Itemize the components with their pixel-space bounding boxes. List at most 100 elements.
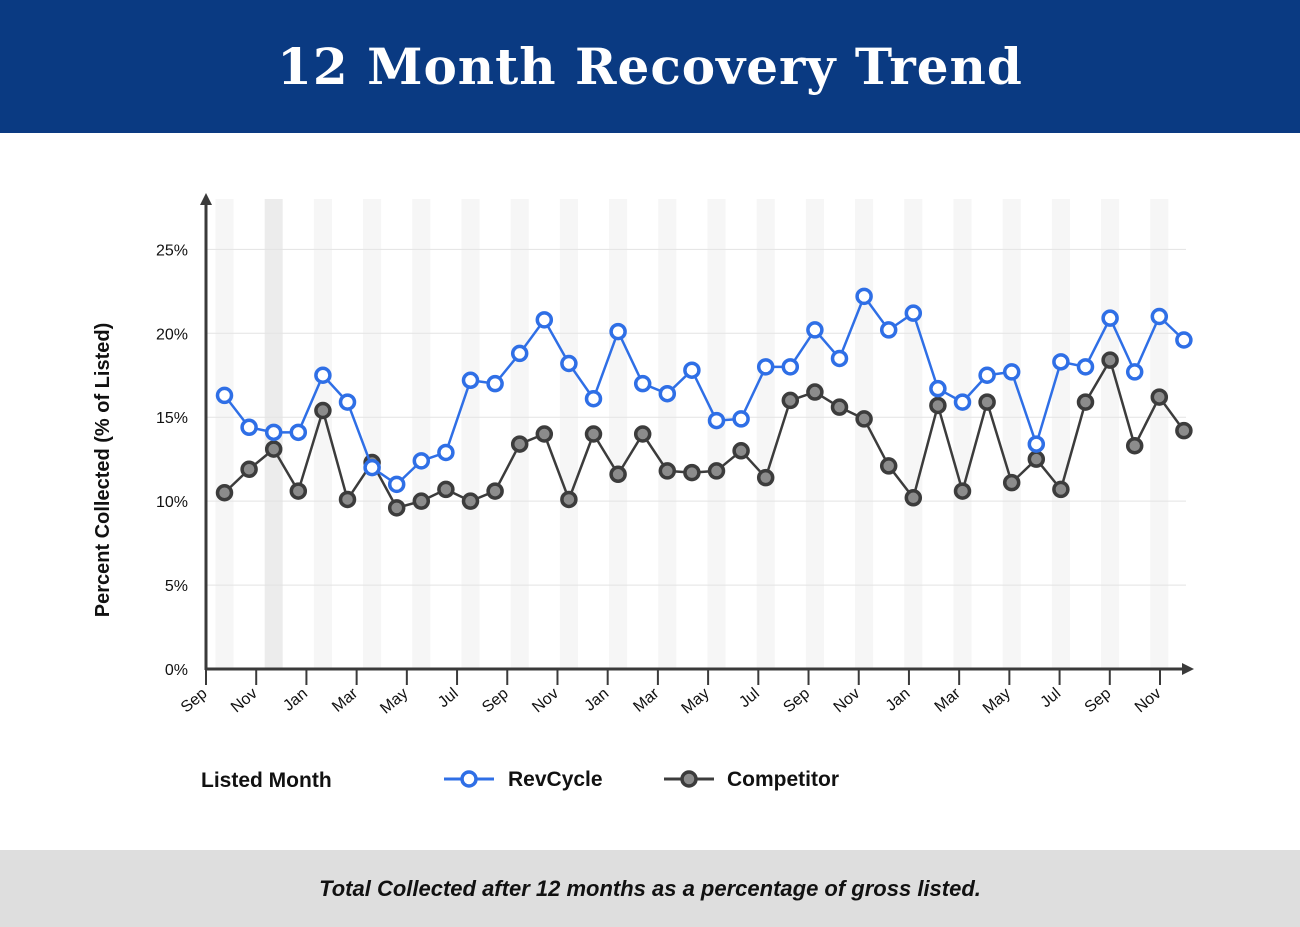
column-band	[1150, 199, 1169, 669]
data-point-revcycle	[264, 423, 283, 442]
legend-marker-competitor	[680, 770, 698, 788]
column-band	[1101, 199, 1120, 669]
x-tick-label: Sep	[780, 685, 813, 716]
x-tick-label: Jan	[582, 685, 613, 715]
data-point-revcycle	[1076, 358, 1095, 376]
data-point-competitor	[461, 492, 480, 510]
y-tick-label: 20%	[156, 326, 188, 343]
data-point-revcycle	[879, 321, 898, 339]
data-point-revcycle	[1027, 435, 1046, 453]
data-point-revcycle	[1101, 309, 1119, 327]
data-point-competitor	[781, 391, 800, 410]
data-point-revcycle	[1150, 307, 1169, 326]
data-point-competitor	[584, 425, 603, 443]
data-point-competitor	[978, 393, 996, 411]
column-bands	[215, 199, 1169, 669]
data-point-revcycle	[486, 374, 504, 393]
data-point-revcycle	[387, 475, 406, 494]
series-revcycle	[215, 287, 1193, 494]
chart-caption: Total Collected after 12 months as a per…	[319, 875, 981, 901]
data-point-revcycle	[215, 386, 234, 405]
data-point-competitor	[855, 410, 873, 428]
column-band	[363, 199, 382, 669]
data-point-revcycle	[560, 354, 578, 373]
y-axis-title: Percent Collected (% of Listed)	[92, 323, 114, 618]
series-competitor	[215, 351, 1193, 517]
data-point-revcycle	[683, 361, 701, 379]
data-point-competitor	[732, 442, 750, 460]
data-point-competitor	[510, 435, 529, 453]
data-point-revcycle	[314, 366, 332, 384]
x-tick-label: Mar	[329, 685, 362, 716]
x-tick-label: Jul	[736, 685, 763, 711]
x-tick-label: Jan	[280, 685, 311, 715]
data-point-revcycle	[535, 311, 554, 329]
data-point-revcycle	[437, 443, 455, 462]
data-point-competitor	[756, 468, 775, 487]
x-tick-label: Sep	[1082, 685, 1115, 716]
data-point-competitor	[412, 492, 431, 510]
y-tick-label: 15%	[156, 410, 188, 427]
page-title: 12 Month Recovery Trend	[277, 37, 1023, 96]
x-tick-label: Sep	[479, 685, 512, 716]
data-point-competitor	[904, 489, 923, 507]
data-point-competitor	[953, 482, 972, 500]
legend-label-revcycle: RevCycle	[508, 768, 603, 791]
column-band	[313, 199, 332, 669]
legend: Listed Month RevCycle Competitor	[201, 768, 839, 792]
data-point-competitor	[830, 398, 849, 416]
y-tick-label: 5%	[165, 578, 188, 595]
data-point-revcycle	[756, 358, 775, 376]
data-point-revcycle	[1125, 363, 1144, 381]
data-point-competitor	[633, 425, 652, 443]
column-band	[756, 199, 775, 669]
column-band	[1002, 199, 1021, 669]
data-point-revcycle	[1002, 363, 1021, 381]
data-point-revcycle	[830, 349, 849, 368]
column-band	[609, 199, 628, 669]
data-point-competitor	[535, 425, 554, 443]
data-point-competitor	[879, 457, 898, 475]
data-point-revcycle	[806, 321, 824, 339]
data-point-competitor	[683, 463, 701, 482]
data-point-competitor	[264, 440, 283, 458]
series-line-revcycle	[223, 295, 1185, 486]
gridlines	[206, 248, 1186, 586]
axes	[200, 193, 1194, 675]
title-banner: 12 Month Recovery Trend	[0, 0, 1300, 133]
data-point-revcycle	[609, 322, 627, 341]
x-tick-label: Mar	[630, 685, 663, 716]
data-point-competitor	[1175, 421, 1193, 440]
x-axis-arrow	[1182, 663, 1194, 675]
legend-marker-revcycle	[460, 770, 478, 788]
x-tick-label: Jan	[883, 685, 914, 715]
x-tick-label: Nov	[831, 685, 864, 716]
data-point-competitor	[1052, 480, 1070, 499]
data-point-competitor	[486, 482, 504, 500]
x-tick-label: Jul	[435, 685, 462, 711]
data-point-competitor	[806, 383, 824, 401]
data-point-competitor	[609, 465, 627, 484]
data-point-competitor	[240, 460, 258, 478]
legend-item-competitor: Competitor	[664, 768, 839, 791]
series-line-competitor	[223, 358, 1185, 510]
caption-bar: Total Collected after 12 months as a per…	[0, 850, 1300, 927]
data-point-competitor	[338, 490, 357, 509]
data-point-competitor	[1002, 473, 1021, 492]
column-band	[805, 199, 824, 669]
column-band	[461, 199, 480, 669]
y-tick-label: 0%	[165, 662, 188, 679]
data-point-competitor	[658, 462, 677, 480]
data-point-revcycle	[707, 411, 726, 430]
data-point-revcycle	[412, 452, 431, 470]
x-axis-title: Listed Month	[201, 769, 332, 792]
column-band	[707, 199, 726, 669]
data-point-revcycle	[904, 304, 923, 322]
x-tick-label: Nov	[1132, 685, 1165, 716]
data-point-revcycle	[658, 384, 677, 403]
data-point-competitor	[560, 490, 578, 509]
data-point-revcycle	[584, 390, 603, 408]
y-tick-labels: 0% 5% 10% 15% 20% 25%	[156, 242, 188, 679]
column-band	[412, 199, 431, 669]
y-axis-arrow	[200, 193, 212, 205]
